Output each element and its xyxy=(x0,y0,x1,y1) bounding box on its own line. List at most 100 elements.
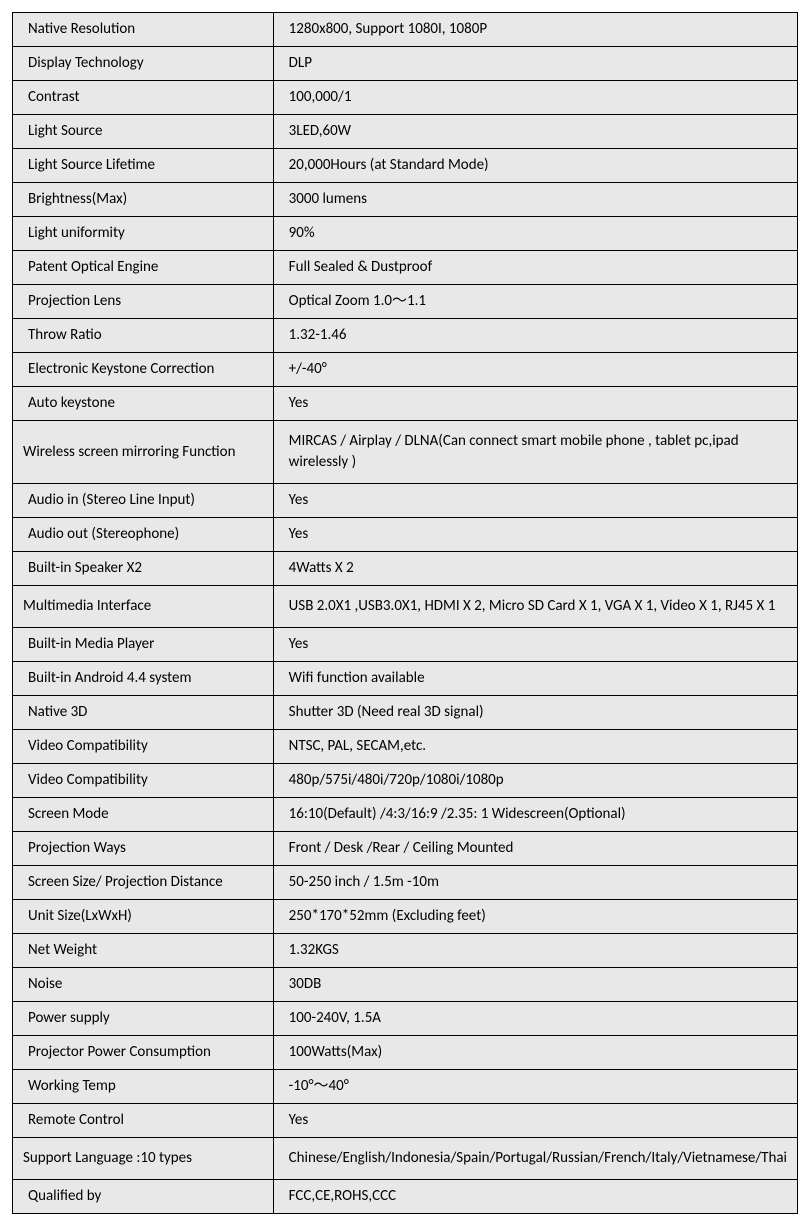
table-row: Net Weight1.32KGS xyxy=(13,934,798,968)
spec-value: 100,000/1 xyxy=(273,81,797,115)
spec-value: NTSC, PAL, SECAM,etc. xyxy=(273,730,797,764)
spec-value: FCC,CE,ROHS,CCC xyxy=(273,1180,797,1214)
spec-label: Native 3D xyxy=(13,696,274,730)
table-row: Qualified byFCC,CE,ROHS,CCC xyxy=(13,1180,798,1214)
table-row: Light uniformity90% xyxy=(13,217,798,251)
table-row: Built-in Media PlayerYes xyxy=(13,628,798,662)
spec-label: Light uniformity xyxy=(13,217,274,251)
table-row: Audio in (Stereo Line Input)Yes xyxy=(13,484,798,518)
spec-label: Noise xyxy=(13,968,274,1002)
spec-value: 3000 lumens xyxy=(273,183,797,217)
table-row: Light Source Lifetime20,000Hours (at Sta… xyxy=(13,149,798,183)
spec-value: Yes xyxy=(273,484,797,518)
table-row: Brightness(Max)3000 lumens xyxy=(13,183,798,217)
spec-label: Wireless screen mirroring Function xyxy=(13,421,274,484)
table-row: Auto keystoneYes xyxy=(13,387,798,421)
spec-label: Power supply xyxy=(13,1002,274,1036)
spec-label: Patent Optical Engine xyxy=(13,251,274,285)
spec-value: Front / Desk /Rear / Ceiling Mounted xyxy=(273,832,797,866)
spec-value: 90% xyxy=(273,217,797,251)
spec-label: Screen Size/ Projection Distance xyxy=(13,866,274,900)
spec-label: Working Temp xyxy=(13,1070,274,1104)
spec-label: Light Source xyxy=(13,115,274,149)
table-row: Remote ControlYes xyxy=(13,1104,798,1138)
spec-label: Brightness(Max) xyxy=(13,183,274,217)
spec-label: Native Resolution xyxy=(13,13,274,47)
table-row: Contrast100,000/1 xyxy=(13,81,798,115)
spec-label: Remote Control xyxy=(13,1104,274,1138)
spec-value: Chinese/English/Indonesia/Spain/Portugal… xyxy=(273,1138,797,1180)
spec-label: Projection Lens xyxy=(13,285,274,319)
table-row: Native 3DShutter 3D (Need real 3D signal… xyxy=(13,696,798,730)
spec-label: Unit Size(LxWxH) xyxy=(13,900,274,934)
spec-value: Shutter 3D (Need real 3D signal) xyxy=(273,696,797,730)
table-row: Built-in Speaker X24Watts X 2 xyxy=(13,552,798,586)
spec-value: 100-240V, 1.5A xyxy=(273,1002,797,1036)
spec-value: 50-250 inch / 1.5m -10m xyxy=(273,866,797,900)
spec-label: Throw Ratio xyxy=(13,319,274,353)
spec-value: +/-40° xyxy=(273,353,797,387)
specifications-tbody: Native Resolution1280x800, Support 1080I… xyxy=(13,13,798,1214)
spec-label: Video Compatibility xyxy=(13,730,274,764)
spec-value: Optical Zoom 1.0～1.1 xyxy=(273,285,797,319)
spec-label: Electronic Keystone Correction xyxy=(13,353,274,387)
table-row: Working Temp-10°～40° xyxy=(13,1070,798,1104)
spec-value: USB 2.0X1 ,USB3.0X1, HDMI X 2, Micro SD … xyxy=(273,586,797,628)
spec-value: 1280x800, Support 1080I, 1080P xyxy=(273,13,797,47)
spec-label: Contrast xyxy=(13,81,274,115)
spec-value: 30DB xyxy=(273,968,797,1002)
table-row: Screen Size/ Projection Distance50-250 i… xyxy=(13,866,798,900)
table-row: Audio out (Stereophone)Yes xyxy=(13,518,798,552)
spec-label: Qualified by xyxy=(13,1180,274,1214)
table-row: Video CompatibilityNTSC, PAL, SECAM,etc. xyxy=(13,730,798,764)
spec-label: Multimedia Interface xyxy=(13,586,274,628)
table-row: Wireless screen mirroring FunctionMIRCAS… xyxy=(13,421,798,484)
spec-label: Net Weight xyxy=(13,934,274,968)
table-row: Screen Mode16:10(Default) /4:3/16:9 /2.3… xyxy=(13,798,798,832)
spec-value: 4Watts X 2 xyxy=(273,552,797,586)
table-row: Native Resolution1280x800, Support 1080I… xyxy=(13,13,798,47)
spec-value: Yes xyxy=(273,387,797,421)
spec-label: Video Compatibility xyxy=(13,764,274,798)
spec-label: Projector Power Consumption xyxy=(13,1036,274,1070)
table-row: Unit Size(LxWxH)250*170*52mm (Excluding … xyxy=(13,900,798,934)
table-row: Power supply100-240V, 1.5A xyxy=(13,1002,798,1036)
table-row: Projection WaysFront / Desk /Rear / Ceil… xyxy=(13,832,798,866)
spec-value: Yes xyxy=(273,518,797,552)
spec-label: Built-in Media Player xyxy=(13,628,274,662)
spec-label: Built-in Android 4.4 system xyxy=(13,662,274,696)
spec-value: 3LED,60W xyxy=(273,115,797,149)
table-row: Noise30DB xyxy=(13,968,798,1002)
spec-value: MIRCAS / Airplay / DLNA(Can connect smar… xyxy=(273,421,797,484)
spec-value: 250*170*52mm (Excluding feet) xyxy=(273,900,797,934)
spec-value: 1.32KGS xyxy=(273,934,797,968)
spec-value: Full Sealed & Dustproof xyxy=(273,251,797,285)
spec-value: DLP xyxy=(273,47,797,81)
spec-label: Light Source Lifetime xyxy=(13,149,274,183)
spec-value: 100Watts(Max) xyxy=(273,1036,797,1070)
table-row: Patent Optical EngineFull Sealed & Dustp… xyxy=(13,251,798,285)
spec-value: -10°～40° xyxy=(273,1070,797,1104)
spec-value: Yes xyxy=(273,1104,797,1138)
table-row: Projection LensOptical Zoom 1.0～1.1 xyxy=(13,285,798,319)
spec-value: 16:10(Default) /4:3/16:9 /2.35: 1 Widesc… xyxy=(273,798,797,832)
table-row: Built-in Android 4.4 systemWifi function… xyxy=(13,662,798,696)
table-row: Support Language :10 typesChinese/Englis… xyxy=(13,1138,798,1180)
spec-label: Display Technology xyxy=(13,47,274,81)
table-row: Multimedia InterfaceUSB 2.0X1 ,USB3.0X1,… xyxy=(13,586,798,628)
table-row: Electronic Keystone Correction+/-40° xyxy=(13,353,798,387)
table-row: Throw Ratio1.32-1.46 xyxy=(13,319,798,353)
spec-label: Built-in Speaker X2 xyxy=(13,552,274,586)
spec-value: Wifi function available xyxy=(273,662,797,696)
spec-value: Yes xyxy=(273,628,797,662)
spec-label: Support Language :10 types xyxy=(13,1138,274,1180)
spec-label: Audio in (Stereo Line Input) xyxy=(13,484,274,518)
spec-label: Auto keystone xyxy=(13,387,274,421)
table-row: Video Compatibility480p/575i/480i/720p/1… xyxy=(13,764,798,798)
spec-label: Projection Ways xyxy=(13,832,274,866)
table-row: Projector Power Consumption100Watts(Max) xyxy=(13,1036,798,1070)
spec-value: 20,000Hours (at Standard Mode) xyxy=(273,149,797,183)
table-row: Display TechnologyDLP xyxy=(13,47,798,81)
spec-value: 1.32-1.46 xyxy=(273,319,797,353)
specifications-table: Native Resolution1280x800, Support 1080I… xyxy=(12,12,798,1214)
